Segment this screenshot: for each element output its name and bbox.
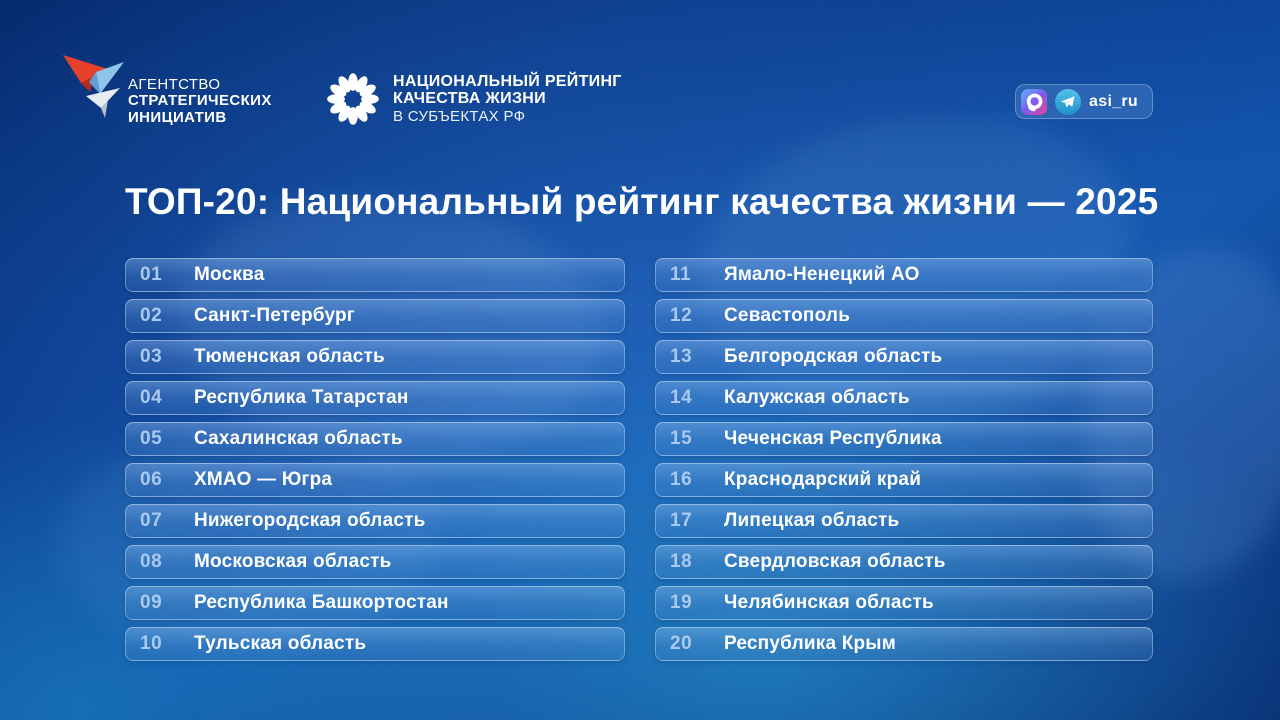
rank-number: 01 <box>140 264 163 285</box>
ranking-row: 03 Тюменская область <box>125 340 625 374</box>
ranking-row: 14 Калужская область <box>655 381 1153 415</box>
region-name: ХМАО — Югра <box>194 469 333 490</box>
quality-of-life-rating-logo: НАЦИОНАЛЬНЫЙ РЕЙТИНГ КАЧЕСТВА ЖИЗНИ В СУ… <box>324 70 622 128</box>
region-name: Нижегородская область <box>194 510 426 531</box>
asi-logo: АГЕНТСТВО СТРАТЕГИЧЕСКИХ ИНИЦИАТИВ <box>58 52 272 130</box>
region-name: Липецкая область <box>724 510 900 531</box>
rating-line-1: НАЦИОНАЛЬНЫЙ РЕЙТИНГ <box>393 72 622 90</box>
rank-number: 11 <box>670 264 692 285</box>
rank-number: 06 <box>140 469 163 490</box>
rating-logo-text: НАЦИОНАЛЬНЫЙ РЕЙТИНГ КАЧЕСТВА ЖИЗНИ В СУ… <box>393 73 622 126</box>
ranking-row: 20 Республика Крым <box>655 627 1153 661</box>
rank-number: 13 <box>670 346 693 367</box>
region-name: Чеченская Республика <box>724 428 942 449</box>
region-name: Тюменская область <box>194 346 385 367</box>
ranking-row: 15 Чеченская Республика <box>655 422 1153 456</box>
rank-number: 12 <box>670 305 693 326</box>
asi-line-3: ИНИЦИАТИВ <box>128 108 227 126</box>
region-name: Калужская область <box>724 387 910 408</box>
region-name: Тульская область <box>194 633 367 654</box>
ranking-columns: 01 Москва 02 Санкт-Петербург 03 Тюменская обл… <box>125 258 1153 661</box>
map-silhouette-decor <box>60 430 440 650</box>
region-name: Севастополь <box>724 305 851 326</box>
ranking-row: 02 Санкт-Петербург <box>125 299 625 333</box>
region-name: Свердловская область <box>724 551 946 572</box>
ranking-row: 18 Свердловская область <box>655 545 1153 579</box>
ranking-row: 08 Московская область <box>125 545 625 579</box>
flower-icon <box>327 73 379 125</box>
asi-line-2: СТРАТЕГИЧЕСКИХ <box>128 92 272 109</box>
rank-number: 04 <box>140 387 163 408</box>
region-name: Челябинская область <box>724 592 934 613</box>
asi-line-1: АГЕНТСТВО <box>128 75 221 93</box>
telegram-icon[interactable] <box>1055 88 1082 115</box>
rank-number: 16 <box>670 469 693 490</box>
header: АГЕНТСТВО СТРАТЕГИЧЕСКИХ ИНИЦИАТИВ <box>0 0 1280 160</box>
social-handle[interactable]: asi_ru <box>1089 92 1138 110</box>
ranking-row: 09 Республика Башкортостан <box>125 586 625 620</box>
ranking-column-left: 01 Москва 02 Санкт-Петербург 03 Тюменская обл… <box>125 258 625 661</box>
ranking-row: 05 Сахалинская область <box>125 422 625 456</box>
ranking-row: 01 Москва <box>125 258 625 292</box>
ranking-row: 10 Тульская область <box>125 627 625 661</box>
ranking-row: 13 Белгородская область <box>655 340 1153 374</box>
ranking-row: 12 Севастополь <box>655 299 1153 333</box>
region-name: Москва <box>194 264 265 285</box>
map-silhouette-decor <box>180 200 600 460</box>
ranking-row: 19 Челябинская область <box>655 586 1153 620</box>
page-title: ТОП-20: Национальный рейтинг качества жи… <box>125 181 1159 222</box>
rank-number: 17 <box>670 510 693 531</box>
rank-number: 02 <box>140 305 163 326</box>
ranking-row: 16 Краснодарский край <box>655 463 1153 497</box>
rank-number: 14 <box>670 387 693 408</box>
region-name: Республика Башкортостан <box>194 592 449 613</box>
ranking-row: 06 ХМАО — Югра <box>125 463 625 497</box>
region-name: Санкт-Петербург <box>194 305 355 326</box>
region-name: Республика Крым <box>724 633 896 654</box>
rank-number: 05 <box>140 428 163 449</box>
region-name: Белгородская область <box>724 346 943 367</box>
ranking-row: 11 Ямало-Ненецкий АО <box>655 258 1153 292</box>
asi-logo-text: АГЕНТСТВО СТРАТЕГИЧЕСКИХ ИНИЦИАТИВ <box>128 75 272 127</box>
region-name: Республика Татарстан <box>194 387 409 408</box>
max-messenger-icon[interactable] <box>1021 88 1048 115</box>
rank-number: 18 <box>670 551 693 572</box>
region-name: Московская область <box>194 551 392 572</box>
region-name: Сахалинская область <box>194 428 403 449</box>
rank-number: 10 <box>140 633 163 654</box>
rating-line-3: В СУБЪЕКТАХ РФ <box>393 107 526 125</box>
rank-number: 19 <box>670 592 693 613</box>
rank-number: 08 <box>140 551 163 572</box>
rating-line-2: КАЧЕСТВА ЖИЗНИ <box>393 90 546 108</box>
region-name: Ямало-Ненецкий АО <box>724 264 920 285</box>
map-silhouette-decor <box>700 120 1130 420</box>
rank-number: 09 <box>140 592 163 613</box>
social-badge[interactable]: asi_ru <box>1015 84 1153 119</box>
region-name: Краснодарский край <box>724 469 922 490</box>
map-silhouette-decor <box>1090 250 1280 580</box>
rank-number: 15 <box>670 428 693 449</box>
rank-number: 07 <box>140 510 163 531</box>
asi-paper-planes-icon <box>63 55 124 118</box>
ranking-column-right: 11 Ямало-Ненецкий АО 12 Севастополь 13 Белгор… <box>655 258 1153 661</box>
ranking-row: 07 Нижегородская область <box>125 504 625 538</box>
ranking-row: 04 Республика Татарстан <box>125 381 625 415</box>
ranking-row: 17 Липецкая область <box>655 504 1153 538</box>
rank-number: 03 <box>140 346 163 367</box>
rank-number: 20 <box>670 633 693 654</box>
